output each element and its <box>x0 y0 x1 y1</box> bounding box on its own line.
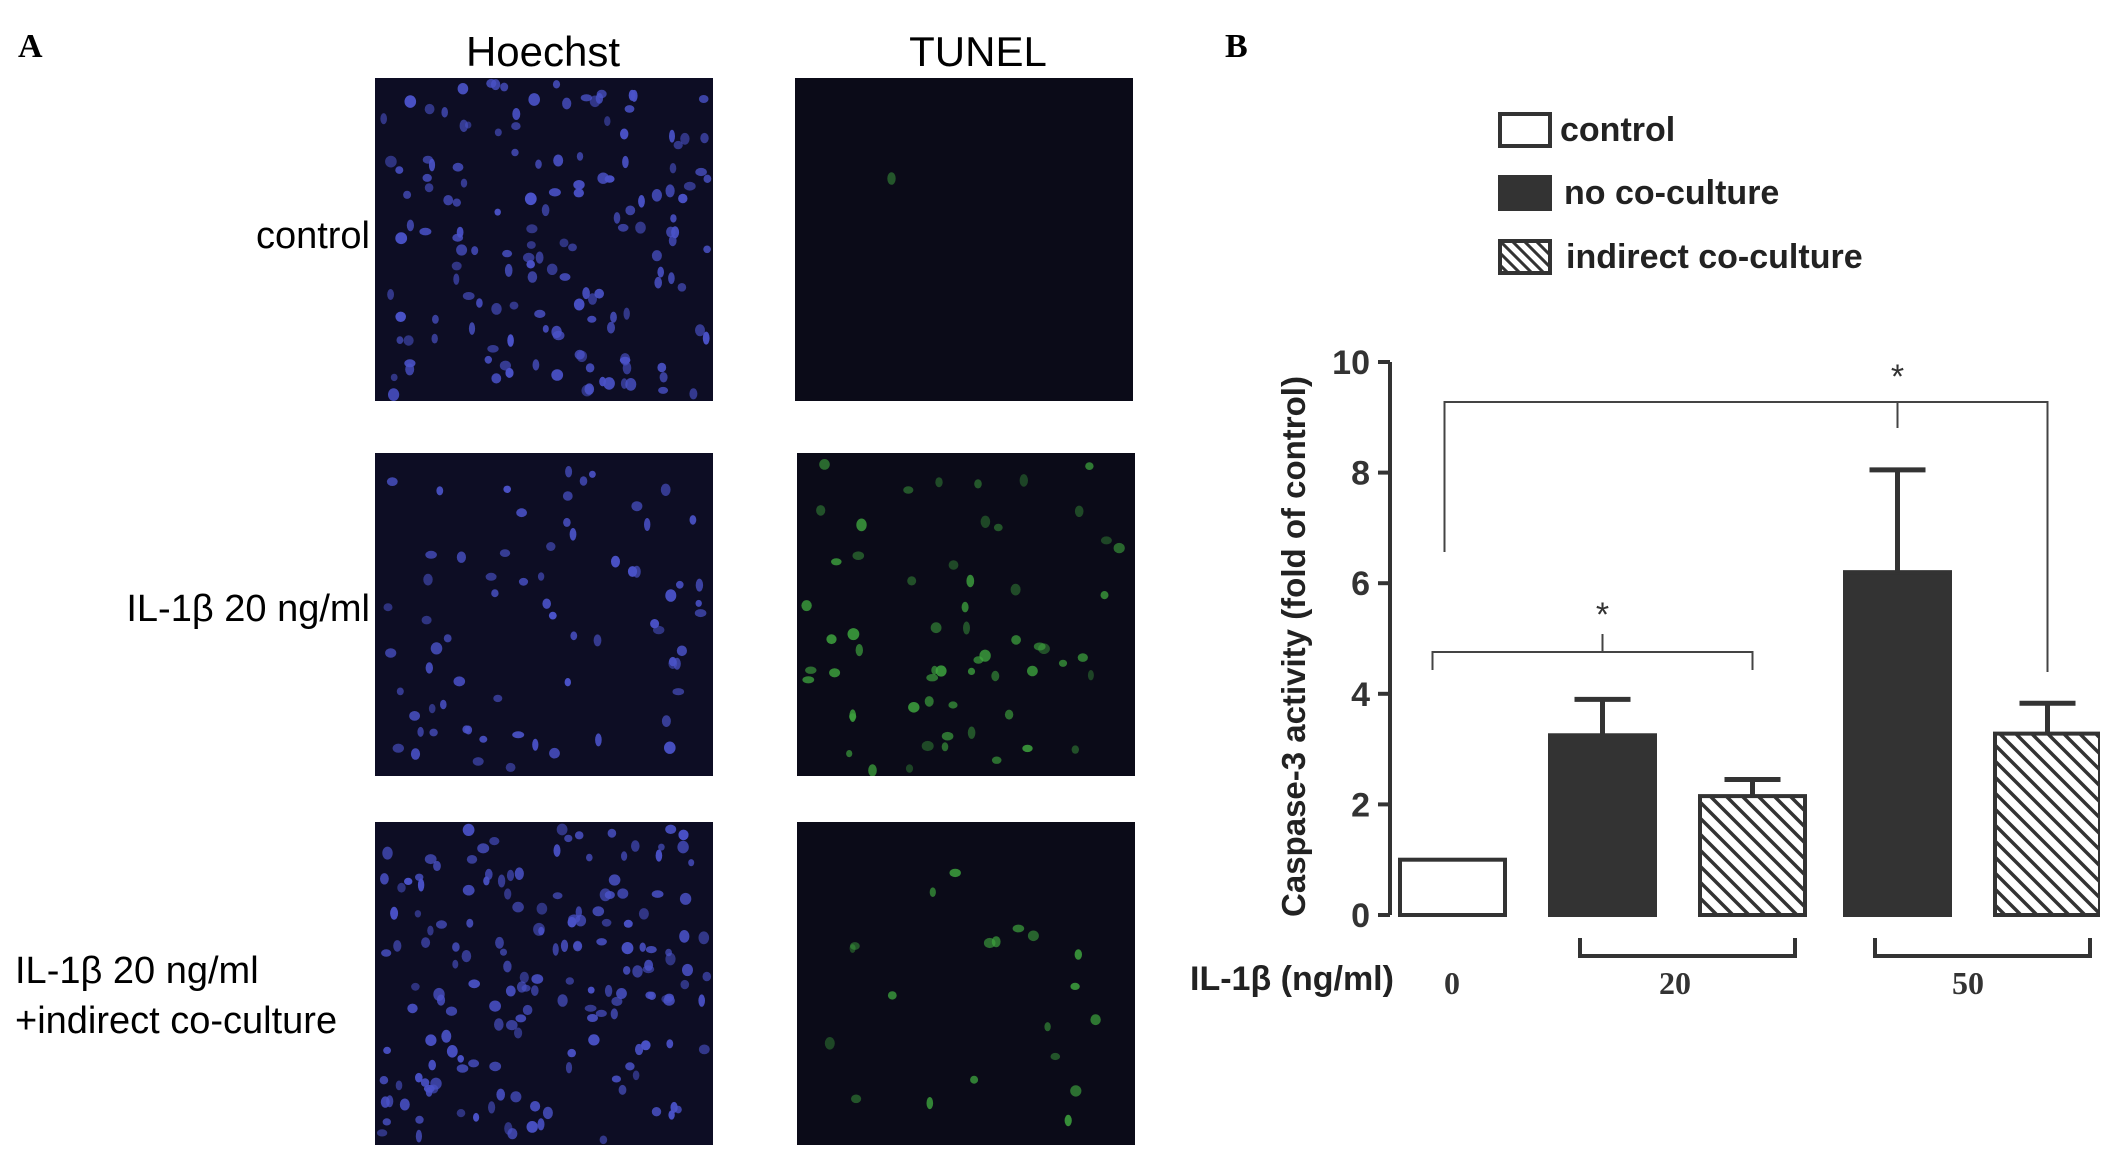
legend-item-indirect-coculture: indirect co-culture <box>1498 237 1863 277</box>
micrograph-tunel-coculture <box>797 822 1135 1145</box>
significance-star-50: * <box>1891 358 1904 396</box>
legend-swatch-open <box>1498 112 1552 148</box>
bar-50-indirect-co-culture <box>1993 731 2100 917</box>
x-group-bracket-50 <box>1873 938 2092 958</box>
legend-item-no-coculture: no co-culture <box>1498 173 1779 213</box>
y-tick-label: 0 <box>1351 897 1370 935</box>
legend-item-control: control <box>1498 110 1675 150</box>
significance-bracket-50 <box>1443 401 2049 672</box>
y-tick-label: 6 <box>1351 565 1370 603</box>
row-label-il1b-coculture-line1: IL-1β 20 ng/ml <box>15 950 259 992</box>
y-tick-label: 2 <box>1351 786 1370 824</box>
x-group-bracket-20 <box>1578 938 1797 958</box>
x-group-label-50: 50 <box>1952 965 1984 1001</box>
significance-bracket-20 <box>1431 651 1754 670</box>
bar-20-indirect-co-culture <box>1698 794 1807 918</box>
legend-swatch-filled <box>1498 175 1552 211</box>
micrograph-hoechst-coculture <box>375 822 713 1145</box>
bar-50-no-co-culture <box>1843 570 1952 917</box>
y-axis-title: Caspase-3 activity (fold of control) <box>1275 376 1312 917</box>
caspase-bar-chart: 0 2 4 6 8 10 Caspase-3 activity (fold of contr… <box>1190 344 2100 1001</box>
legend-label-control: control <box>1560 110 1676 149</box>
row-label-control: control <box>255 215 370 257</box>
micrograph-hoechst-il1b <box>375 453 713 776</box>
y-tick-label: 4 <box>1351 676 1370 714</box>
panel-b-label: B <box>1225 28 1248 65</box>
bar-20-no-co-culture <box>1548 733 1657 917</box>
x-group-label-0: 0 <box>1444 965 1460 1001</box>
micrograph-hoechst-control <box>375 78 713 401</box>
legend-swatch-hatched <box>1498 239 1552 275</box>
legend-label-indirect-coculture: indirect co-culture <box>1566 237 1863 276</box>
micrograph-tunel-control <box>795 78 1133 401</box>
row-label-il1b-coculture-line2: +indirect co-culture <box>15 1000 338 1042</box>
column-header-tunel: TUNEL <box>909 28 1047 75</box>
x-group-label-20: 20 <box>1659 965 1691 1001</box>
x-axis-title: IL-1β (ng/ml) <box>1190 960 1394 998</box>
panel-a-label: A <box>18 28 43 65</box>
bar-0-control <box>1398 857 1507 918</box>
row-label-il1b: IL-1β 20 ng/ml <box>126 588 370 630</box>
legend-label-no-coculture: no co-culture <box>1564 173 1780 212</box>
significance-star-20: * <box>1596 596 1609 634</box>
y-tick-label: 10 <box>1332 344 1370 382</box>
micrograph-tunel-il1b <box>797 453 1135 776</box>
y-tick-label: 8 <box>1351 455 1370 493</box>
column-header-hoechst: Hoechst <box>465 28 621 75</box>
